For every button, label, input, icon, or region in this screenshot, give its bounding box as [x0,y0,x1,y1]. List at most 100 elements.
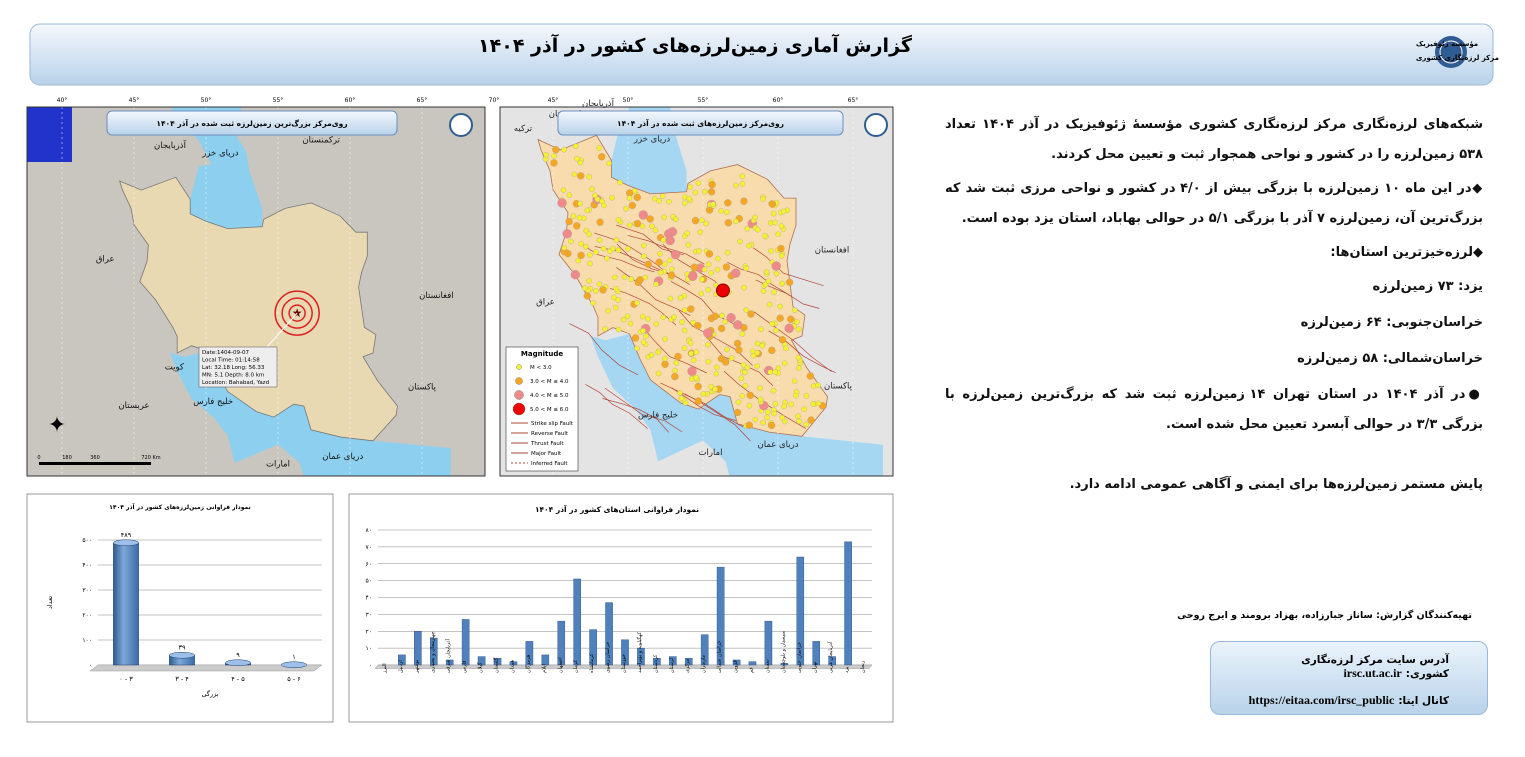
place-label: دریای عمان [322,452,363,462]
x-tick-label: سمنان [764,659,770,673]
event-dot [778,223,785,229]
event-dot [708,383,714,390]
x-tick-label: ۰ - ۳ [119,675,133,683]
bar-cap [225,659,251,666]
event-dot [669,266,675,273]
event-dot [760,419,766,426]
fault [753,311,832,372]
event-dot [643,333,649,339]
event-dot [795,413,801,420]
bar [113,542,139,666]
event-dot [571,171,578,178]
event-dot [570,213,577,219]
event-dot [795,354,802,361]
event-dot [662,336,668,342]
event-dot [760,288,767,294]
event-dot [577,172,585,180]
place-label: دریای خزر [201,148,238,158]
event-dot [705,261,712,268]
event-dot [655,349,661,356]
y-tick-label: ۸۰ [366,527,372,534]
link[interactable]: irsc.ut.ac.ir [1343,666,1402,680]
x-tick-label: کرمان [573,659,579,673]
event-dot [645,316,651,322]
place-label: ترکمنستان [302,136,340,146]
event-dot [671,314,677,320]
event-dot [733,339,742,348]
y-tick-label: ۳۰ [366,611,372,618]
event-dot [743,307,750,313]
event-dot [587,260,593,267]
x-tick-label: آذربایجان شرقی [445,639,452,673]
event-dot [785,278,794,286]
event-dot [724,249,731,256]
event-dot [697,229,704,235]
event-dot [686,195,692,202]
map-title-bar [557,110,844,136]
event-dot [746,391,754,399]
event-dot [690,263,699,271]
link[interactable]: https://eitaa.com/irsc_public [1248,693,1395,707]
event-dot [739,181,746,187]
sea [170,351,451,476]
fault [727,261,792,297]
event-dot [733,320,743,330]
bar [429,637,438,666]
legend-symbol [514,390,524,400]
info-line: Date:1404-09-07 [202,350,249,356]
lon-tick-label: 45° [129,97,140,104]
lon-tick-label: 50° [201,97,212,104]
sea [590,333,883,476]
event-dot [715,255,721,262]
map-frame [26,106,486,477]
event-dot [742,382,749,389]
map-large: 40° 45° 50° 55° 60° 65° 70° دریای خزر ترکمنستان ع… [26,97,500,477]
event-dot [615,217,622,223]
event-dot [705,358,712,365]
event-dot [763,269,770,275]
event-dot [759,342,765,349]
event-dot [687,305,695,313]
event-dot [726,313,736,323]
bar [398,654,406,666]
event-dot [743,265,749,272]
fault [602,398,669,433]
lon-tick-label: 70° [489,97,500,104]
x-tick-label: اردبیل [398,660,404,673]
event-dot [745,421,753,429]
sea [170,107,263,229]
place-label: عربستان [118,401,149,411]
event-dot [710,201,716,207]
event-dot [781,360,788,366]
event-dot [766,301,773,308]
event-dot [731,268,741,278]
event-dot [769,321,775,327]
fault [609,288,677,326]
channel-row: کانال ایتا:https://eitaa.com/irsc_public [1211,693,1449,708]
event-dot [771,261,781,271]
event-dot [560,187,567,193]
legend-label: M < 3.0 [530,365,552,371]
event-dot [584,207,590,214]
event-dot [705,341,711,348]
y-axis-title: تعداد [46,596,54,609]
event-dot [768,200,777,208]
fault [708,339,774,387]
event-dot [765,278,772,284]
fault [616,243,690,285]
event-dot [638,210,648,220]
map-logo [864,113,888,137]
fault [585,384,648,429]
event-dot [550,159,558,167]
event-dot [617,179,623,186]
place-label: پاکستان [408,383,437,393]
event-dot [772,401,779,407]
epicenter-ring [281,297,313,329]
lon-tick-label: 65° [417,97,428,104]
event-dot [677,390,683,396]
event-dot [775,231,781,238]
province-item: خراسان‌شمالی: ۵۸ زمین‌لرزه [1297,351,1483,366]
event-dot [724,346,730,353]
site-row: آدرس سایت مرکز لرزه‌نگاری کشوری:irsc.ut.… [1211,654,1449,681]
event-dot [772,369,778,375]
